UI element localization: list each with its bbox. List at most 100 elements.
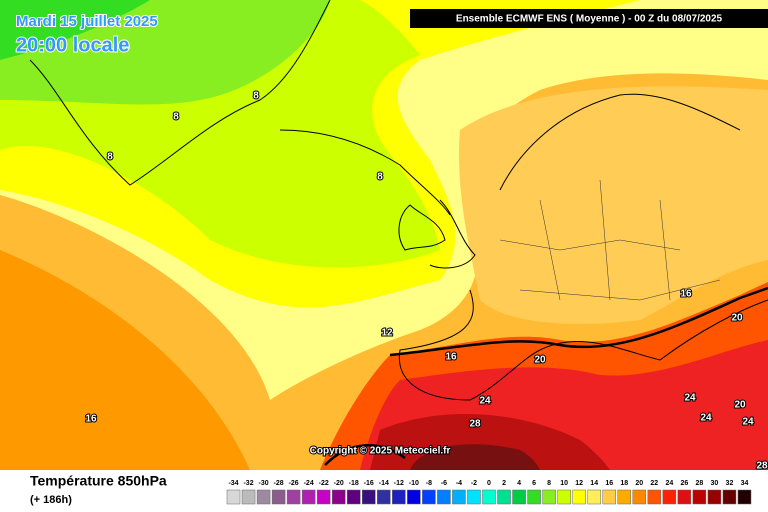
legend-label: -30 — [259, 480, 269, 487]
legend-swatch — [452, 489, 466, 505]
zone-maroon — [410, 444, 540, 470]
header-box — [410, 9, 768, 28]
contour-label: 20 — [534, 355, 546, 366]
legend-swatch — [647, 489, 662, 505]
legend-label: -24 — [304, 480, 314, 487]
legend-swatch — [677, 489, 692, 505]
legend-swatch — [437, 489, 451, 505]
legend-swatch — [557, 489, 571, 505]
legend-swatch — [226, 489, 241, 505]
legend-label: 16 — [605, 480, 613, 487]
legend-swatch — [617, 489, 632, 505]
coastline — [499, 93, 741, 191]
coastline — [398, 204, 446, 251]
country-borders — [499, 179, 721, 301]
legend-subtitle: (+ 186h) — [30, 494, 72, 506]
contour-label: 20 — [731, 313, 743, 324]
legend-swatch — [316, 489, 331, 505]
contour-label: 16 — [85, 414, 97, 425]
legend-label: 10 — [560, 480, 568, 487]
legend-label: -26 — [289, 480, 299, 487]
legend-label: -28 — [274, 480, 284, 487]
legend-swatch — [632, 489, 647, 505]
legend-label: 6 — [532, 480, 536, 487]
zone-green — [0, 0, 150, 60]
legend-label: -32 — [243, 480, 253, 487]
contour-label: 24 — [684, 393, 696, 404]
legend-title: Température 850hPa — [30, 473, 167, 489]
legend-swatch — [542, 489, 556, 505]
coastline — [398, 289, 768, 401]
legend-swatch — [512, 489, 526, 505]
contour-label: 8 — [253, 91, 259, 102]
legend-label: -2 — [471, 480, 477, 487]
contour-label: 24 — [700, 413, 712, 424]
legend-label: 2 — [502, 480, 506, 487]
legend-label: -6 — [441, 480, 447, 487]
model-label: Ensemble ECMWF ENS ( Moyenne ) - 00 Z du… — [456, 14, 723, 25]
legend-swatch — [722, 489, 737, 505]
contour-label: 28 — [469, 419, 481, 430]
contour-label: 8 — [107, 152, 113, 163]
legend-swatch — [392, 489, 406, 505]
contour-label: 12 — [381, 328, 393, 339]
legend-label: -16 — [364, 480, 374, 487]
legend-label: -4 — [456, 480, 462, 487]
legend-swatch — [407, 489, 421, 505]
legend-swatch — [286, 489, 301, 505]
legend-label: -18 — [349, 480, 359, 487]
legend-label: 20 — [635, 480, 643, 487]
legend-swatch — [301, 489, 316, 505]
legend-swatch — [377, 489, 391, 505]
legend-swatch — [482, 489, 496, 505]
legend-label: 0 — [487, 480, 491, 487]
legend-label: -22 — [319, 480, 329, 487]
legend-swatch — [527, 489, 541, 505]
legend-swatch — [241, 489, 256, 505]
legend-swatch — [271, 489, 286, 505]
legend-label: 12 — [575, 480, 583, 487]
legend-label: -10 — [409, 480, 419, 487]
legend-swatch — [467, 489, 481, 505]
legend-swatch — [362, 489, 376, 505]
legend-swatch — [422, 489, 436, 505]
contour-label: 24 — [742, 417, 754, 428]
legend-swatch — [737, 489, 752, 505]
contour-label: 24 — [479, 396, 491, 407]
legend-label: 24 — [665, 480, 673, 487]
contour-label: 16 — [680, 289, 692, 300]
zone-europe — [459, 86, 768, 324]
contour-label: 20 — [734, 400, 746, 411]
legend-swatch — [707, 489, 722, 505]
legend-label: -14 — [379, 480, 389, 487]
legend-swatch — [331, 489, 346, 505]
legend-label: -12 — [394, 480, 404, 487]
legend-label: -34 — [228, 480, 238, 487]
legend-swatch — [346, 489, 361, 505]
isotherm-line — [389, 286, 768, 357]
legend-swatch — [572, 489, 586, 505]
legend-label: -8 — [426, 480, 432, 487]
time-label: 20:00 locale — [16, 34, 129, 56]
legend-swatch — [692, 489, 707, 505]
legend-label: 26 — [680, 480, 688, 487]
legend-label: 8 — [547, 480, 551, 487]
contour-label: 8 — [173, 112, 179, 123]
legend-swatch — [497, 489, 511, 505]
legend-label: 28 — [696, 480, 704, 487]
legend-swatch — [602, 489, 616, 505]
coastline — [29, 0, 331, 186]
isotherm-line — [324, 444, 406, 466]
legend-swatch — [587, 489, 601, 505]
legend-swatch — [662, 489, 677, 505]
legend-label: 22 — [650, 480, 658, 487]
legend-label: 30 — [711, 480, 719, 487]
legend-swatch — [256, 489, 271, 505]
legend-label: 18 — [620, 480, 628, 487]
contour-label: 8 — [377, 172, 383, 183]
legend-label: 34 — [741, 480, 749, 487]
date-label: Mardi 15 juillet 2025 — [16, 13, 158, 30]
coastline — [279, 129, 451, 216]
contour-label: 16 — [445, 352, 457, 363]
